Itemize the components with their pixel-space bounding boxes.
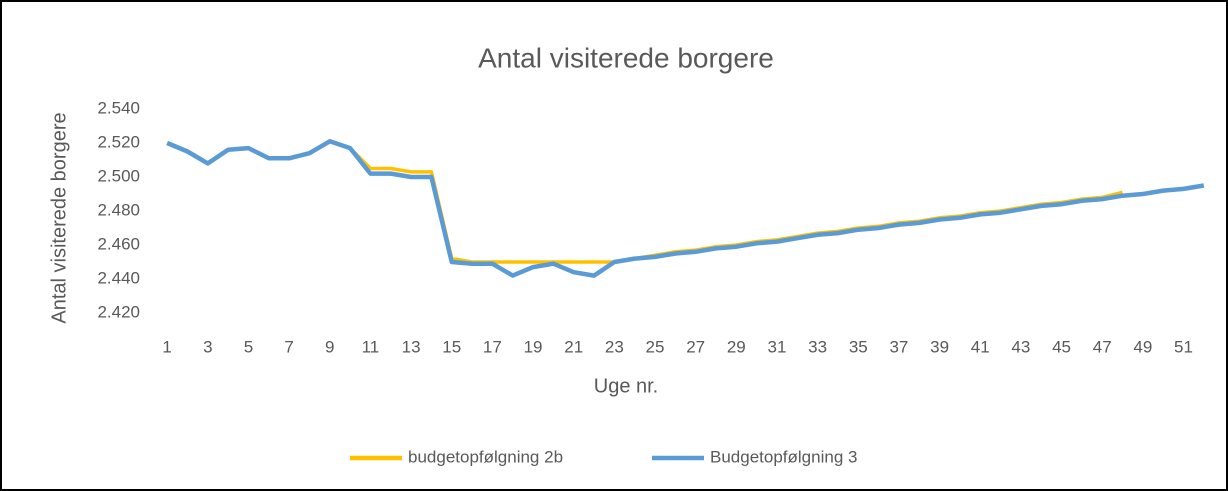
legend-label: Budgetopfølgning 3 (710, 447, 857, 466)
x-tick-label: 11 (362, 337, 380, 356)
line-series (166, 139, 1205, 278)
x-tick-label: 35 (849, 337, 868, 356)
x-tick-label: 31 (768, 337, 787, 356)
x-tick-label: 19 (524, 337, 543, 356)
x-tick-label: 27 (686, 337, 705, 356)
legend-label: budgetopfølgning 2b (408, 447, 563, 466)
x-tick-label: 21 (564, 337, 583, 356)
x-tick-label: 5 (244, 337, 253, 356)
chart-title: Antal visiterede borgere (478, 42, 774, 73)
x-tick-label: 25 (646, 337, 665, 356)
x-tick-label: 45 (1052, 337, 1071, 356)
y-axis-title: Antal visiterede borgere (48, 112, 70, 323)
x-tick-label: 7 (284, 337, 293, 356)
x-tick-label: 23 (605, 337, 624, 356)
x-tick-label: 17 (483, 337, 502, 356)
x-tick-label: 37 (889, 337, 908, 356)
y-tick-label: 2.420 (97, 302, 140, 321)
x-tick-label: 29 (727, 337, 746, 356)
x-tick-label: 49 (1133, 337, 1152, 356)
x-tick-label: 51 (1174, 337, 1193, 356)
x-tick-label: 41 (971, 337, 990, 356)
x-tick-label: 15 (442, 337, 461, 356)
y-tick-label: 2.480 (97, 200, 140, 219)
x-tick-label: 47 (1093, 337, 1112, 356)
x-tick-label: 43 (1011, 337, 1030, 356)
x-tick-label: 1 (162, 337, 171, 356)
x-tick-label: 39 (930, 337, 949, 356)
y-tick-label: 2.540 (97, 98, 140, 117)
y-tick-label: 2.460 (97, 234, 140, 253)
x-axis-title: Uge nr. (594, 375, 658, 397)
x-tick-label: 13 (402, 337, 421, 356)
y-tick-label: 2.520 (97, 132, 140, 151)
y-tick-label: 2.440 (97, 268, 140, 287)
y-tick-label: 2.500 (97, 166, 140, 185)
x-tick-label: 9 (325, 337, 334, 356)
x-tick-label: 3 (203, 337, 212, 356)
x-tick-label: 33 (808, 337, 827, 356)
